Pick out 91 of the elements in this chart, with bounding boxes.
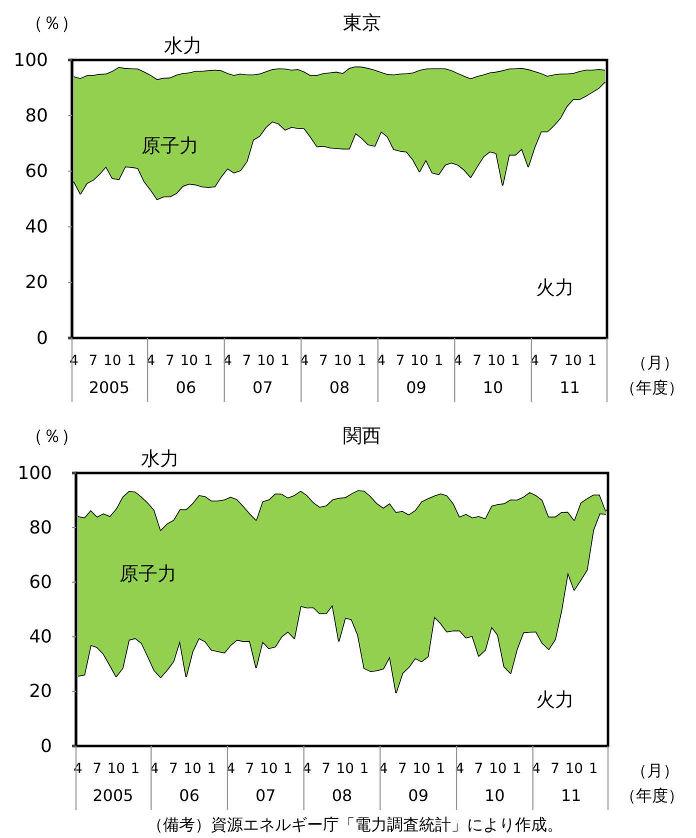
text: 07: [255, 786, 276, 805]
x-tick-label: 10: [260, 761, 278, 777]
text: 09: [406, 378, 426, 397]
x-tick-label: 10: [336, 761, 354, 777]
text: 08: [332, 786, 352, 805]
x-tick-label: 1: [512, 761, 522, 777]
x-tick-label: 7: [322, 761, 331, 777]
y-tick-label: 100: [14, 50, 48, 71]
x-tick-label: 10: [334, 353, 352, 369]
x-tick-label: 10: [184, 761, 202, 777]
x-tick-label: 1: [434, 353, 444, 369]
x-tick-label: 1: [130, 761, 140, 777]
x-tick-label: 7: [92, 761, 102, 777]
x-tick-label: 4: [223, 353, 232, 369]
y-tick-label: 40: [29, 626, 52, 648]
text: 08: [329, 378, 350, 397]
x-tick-label: 7: [396, 353, 405, 369]
x-tick-label: 4: [376, 353, 386, 369]
x-tick-label: 1: [588, 761, 598, 777]
y-axis-title: （％）: [25, 426, 79, 447]
x-tick-label: 10: [180, 353, 198, 369]
x-tick-label: 1: [357, 353, 366, 369]
y-tick-label: 60: [25, 160, 48, 182]
text: （備考）資源エネルギー庁「電力調査統計」により作成。: [147, 815, 563, 834]
x-tick-label: 10: [488, 761, 507, 777]
x-tick-label: 1: [436, 761, 446, 777]
x-tick-label: 10: [564, 353, 582, 369]
x-tick-label: 1: [207, 761, 216, 777]
x-tick-label: 4: [378, 761, 388, 777]
text: 2005: [92, 786, 134, 805]
series-label: 原子力: [120, 563, 176, 585]
series-label: 火力: [536, 689, 574, 711]
x-tick-label: 1: [204, 353, 213, 369]
x-tick-label: 7: [168, 761, 178, 777]
x-tick-label: 7: [319, 353, 328, 369]
x-tick-label: 4: [300, 353, 309, 369]
x-tick-label: 10: [107, 761, 126, 777]
series-label: 水力: [141, 448, 179, 470]
x-tick-label: 7: [242, 353, 252, 369]
x-tick-label: 10: [412, 761, 430, 777]
x-axis-title: （月）: [631, 761, 679, 780]
x-tick-label: 4: [453, 353, 462, 369]
series-label: 原子力: [142, 135, 198, 157]
x-tick-label: 10: [487, 353, 506, 369]
x-tick-label: 7: [398, 761, 407, 777]
series-label: 水力: [164, 35, 202, 57]
y-tick-label: 20: [29, 681, 52, 702]
text: 10: [482, 378, 504, 397]
text: 11: [560, 378, 580, 397]
x-tick-label: 10: [103, 353, 122, 369]
x-tick-label: 10: [565, 761, 584, 777]
x-tick-label: 10: [410, 353, 428, 369]
text: 07: [252, 378, 273, 397]
x-tick-label: 7: [550, 761, 560, 777]
x-tick-label: 10: [257, 353, 275, 369]
x-tick-label: 7: [245, 761, 254, 777]
x-axis-title: （月）: [631, 353, 679, 372]
y-tick-label: 80: [29, 517, 52, 538]
y-tick-label: 20: [25, 272, 48, 294]
x-tick-label: 1: [127, 353, 136, 369]
y-tick-label: 0: [36, 328, 48, 349]
y-tick-label: 0: [40, 736, 52, 757]
x-tick-label: 7: [472, 353, 482, 369]
text: （年度）: [620, 786, 684, 805]
text: 2005: [88, 378, 130, 397]
x-tick-label: 1: [360, 761, 369, 777]
text: 06: [179, 786, 200, 805]
x-tick-label: 7: [474, 761, 484, 777]
text: 10: [484, 786, 505, 805]
text: 11: [560, 786, 582, 805]
y-tick-label: 100: [18, 462, 52, 484]
x-tick-label: 4: [150, 761, 159, 777]
y-tick-label: 80: [25, 105, 48, 126]
y-tick-label: 40: [25, 216, 48, 238]
x-tick-label: 1: [280, 353, 290, 369]
x-tick-label: 4: [302, 761, 312, 777]
chart-title: 東京: [343, 12, 381, 34]
text: （年度）: [620, 378, 684, 397]
y-axis-title: （％）: [25, 13, 79, 34]
x-tick-label: 7: [549, 353, 558, 369]
y-tick-label: 60: [29, 572, 52, 593]
text: 06: [176, 378, 196, 397]
chart-title: 関西: [343, 425, 381, 447]
x-tick-label: 1: [510, 353, 520, 369]
text: 09: [408, 786, 429, 805]
x-tick-label: 7: [166, 353, 174, 369]
series-label: 火力: [536, 277, 574, 299]
x-tick-label: 1: [283, 761, 292, 777]
x-tick-label: 4: [532, 761, 541, 777]
x-tick-label: 1: [588, 353, 597, 369]
x-tick-label: 7: [88, 353, 98, 369]
